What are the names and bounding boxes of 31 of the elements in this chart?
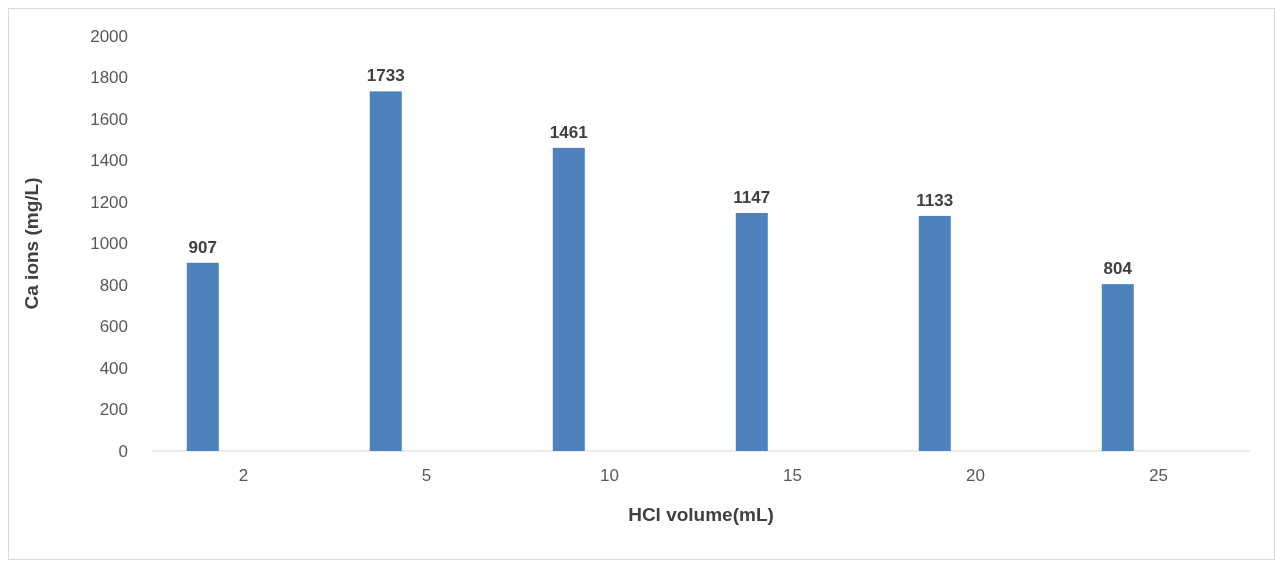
x-tick-label: 10	[600, 466, 619, 485]
x-tick-label: 25	[1149, 466, 1168, 485]
bar	[735, 213, 768, 451]
data-label: 1461	[549, 122, 588, 142]
y-axis-title: Ca ions (mg/L)	[21, 177, 42, 310]
bar	[1101, 284, 1134, 451]
x-tick-label: 15	[783, 466, 802, 485]
y-tick-label: 0	[118, 441, 128, 461]
data-label: 1733	[366, 66, 405, 86]
data-label: 804	[1103, 259, 1133, 279]
data-label: 907	[188, 237, 217, 257]
data-label: 1133	[916, 190, 954, 210]
bar	[918, 215, 951, 451]
y-tick-label: 1000	[90, 234, 128, 254]
y-tick-label: 800	[99, 275, 128, 295]
bar	[369, 91, 402, 451]
y-tick-label: 200	[99, 400, 128, 420]
x-axis-title: HCl volume(mL)	[628, 504, 774, 525]
y-tick-label: 600	[99, 317, 128, 337]
x-tick-label: 20	[966, 466, 985, 485]
data-label: 1147	[733, 188, 771, 207]
y-tick-label: 1200	[90, 192, 128, 212]
y-tick-label: 1400	[90, 151, 128, 171]
bar	[552, 147, 585, 451]
y-tick-label: 400	[99, 358, 128, 378]
y-tick-label: 2000	[90, 26, 128, 46]
bar	[186, 262, 219, 451]
y-tick-label: 1800	[90, 68, 128, 88]
x-tick-label: 2	[238, 466, 249, 485]
x-tick-label: 5	[421, 466, 432, 485]
y-tick-label: 1600	[90, 109, 128, 129]
